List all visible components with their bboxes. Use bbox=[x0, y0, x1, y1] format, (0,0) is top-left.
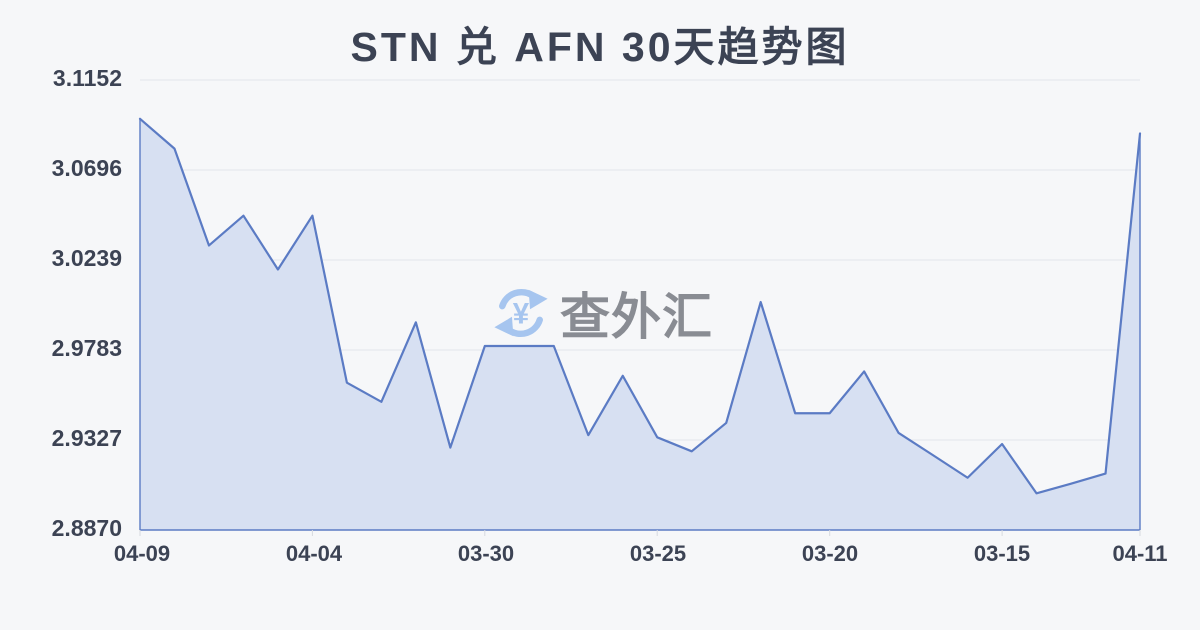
svg-text:¥: ¥ bbox=[513, 297, 530, 330]
